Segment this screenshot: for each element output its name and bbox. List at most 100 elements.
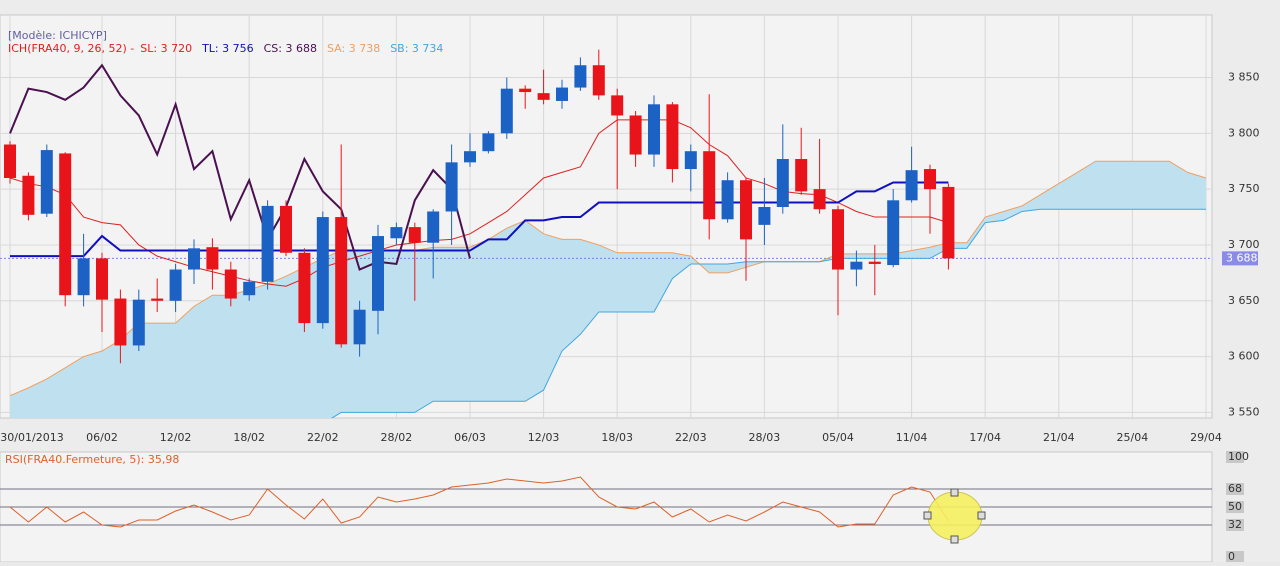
labels: 3 550 3 600 3 650 3 700 3 750 3 800 3 850 30/01… bbox=[0, 42, 1260, 563]
candle-body bbox=[335, 217, 348, 345]
y-tick-label: 3 600 bbox=[1228, 350, 1260, 363]
candle-body bbox=[795, 159, 808, 192]
candle-body bbox=[740, 180, 752, 240]
x-tick-label: 30/01/2013 bbox=[0, 431, 63, 444]
last-value-label: 3 688 bbox=[1226, 251, 1258, 264]
plot bbox=[0, 49, 1212, 418]
legend-entry: SB: 3 734 bbox=[390, 42, 443, 55]
handle[interactable] bbox=[977, 511, 986, 520]
x-tick-label: 25/04 bbox=[1117, 431, 1149, 444]
legend-entry: CS: 3 688 bbox=[264, 42, 317, 55]
candle-body bbox=[537, 93, 550, 100]
x-tick-label: 12/03 bbox=[528, 431, 560, 444]
handle[interactable] bbox=[923, 511, 932, 520]
candle-body bbox=[666, 104, 679, 170]
candle-body bbox=[648, 104, 660, 155]
candle-body bbox=[500, 88, 513, 134]
y-tick-label: 3 750 bbox=[1228, 182, 1260, 195]
indicator-line bbox=[9, 160, 1207, 397]
candle-body bbox=[629, 115, 642, 155]
x-tick-label: 18/03 bbox=[601, 431, 633, 444]
x-tick-label: 28/03 bbox=[749, 431, 781, 444]
candle-body bbox=[280, 205, 292, 253]
circle[interactable] bbox=[927, 491, 983, 541]
candle-body bbox=[151, 298, 164, 301]
x-tick-label: 22/02 bbox=[307, 431, 339, 444]
candle-body bbox=[243, 281, 256, 296]
candle-body bbox=[77, 258, 90, 296]
handle[interactable] bbox=[950, 535, 959, 544]
candle-body bbox=[850, 261, 863, 270]
candle-body bbox=[372, 236, 384, 311]
x-tick-label: 11/04 bbox=[896, 431, 928, 444]
candle-body bbox=[905, 170, 918, 201]
candle-body bbox=[298, 252, 311, 324]
candle-body bbox=[206, 247, 219, 270]
y-tick-label: 50 bbox=[1228, 500, 1242, 513]
candle-body bbox=[96, 258, 108, 300]
candle-body bbox=[611, 95, 624, 116]
candle-body bbox=[942, 186, 955, 259]
chart-subtitle: ICH(FRA40, 9, 26, 52) - bbox=[8, 42, 134, 55]
candle-body bbox=[813, 189, 826, 210]
candle-body bbox=[390, 227, 403, 239]
candle-body bbox=[868, 261, 881, 264]
candle-body bbox=[703, 151, 716, 220]
indicator-line bbox=[9, 63, 471, 271]
x-tick-label: 05/04 bbox=[822, 431, 854, 444]
legend-entry: SL: 3 720 bbox=[140, 42, 192, 55]
x-tick-label: 21/04 bbox=[1043, 431, 1075, 444]
y-tick-label: 100 bbox=[1228, 450, 1249, 463]
y-tick-box bbox=[1226, 501, 1244, 513]
candle-body bbox=[832, 209, 844, 270]
candle-body bbox=[132, 299, 145, 346]
x-tick-label: 28/02 bbox=[381, 431, 413, 444]
candle-body bbox=[519, 88, 532, 93]
candle-body bbox=[188, 248, 200, 270]
legend-entry: SA: 3 738 bbox=[327, 42, 380, 55]
y-tick-label: 3 650 bbox=[1228, 294, 1260, 307]
candle-body bbox=[224, 269, 237, 299]
rsi-line bbox=[9, 476, 949, 528]
handle[interactable] bbox=[950, 488, 959, 497]
x-tick-label: 12/02 bbox=[160, 431, 192, 444]
annotation-circle[interactable] bbox=[923, 488, 986, 544]
candle-body bbox=[776, 159, 789, 208]
candle-body bbox=[408, 227, 421, 243]
cloud bbox=[10, 161, 1206, 418]
y-tick-label: 3 800 bbox=[1228, 126, 1260, 139]
candle-body bbox=[684, 151, 697, 170]
candle-body bbox=[574, 65, 587, 88]
candle-body bbox=[40, 150, 53, 214]
x-tick-label: 17/04 bbox=[969, 431, 1001, 444]
y-tick-box bbox=[1226, 519, 1244, 531]
legend-entry: TL: 3 756 bbox=[201, 42, 254, 55]
candle-body bbox=[59, 153, 72, 296]
indicator-line bbox=[9, 119, 949, 287]
y-tick-box bbox=[1226, 551, 1244, 563]
candle-body bbox=[427, 211, 440, 243]
candle-body bbox=[4, 144, 16, 178]
x-tick-label: 06/02 bbox=[86, 431, 118, 444]
x-tick-label: 18/02 bbox=[233, 431, 265, 444]
chart-title: [Modèle: ICHICYP] bbox=[8, 29, 107, 42]
candle-body bbox=[169, 269, 182, 301]
indicator-line bbox=[10, 181, 949, 258]
rsi bbox=[0, 476, 1212, 528]
y-tick-label: 3 700 bbox=[1228, 238, 1260, 251]
candle-body bbox=[758, 207, 771, 225]
candle-body bbox=[721, 180, 734, 220]
last-value-box bbox=[1222, 251, 1258, 266]
candle-body bbox=[261, 205, 274, 282]
x-tick-label: 06/03 bbox=[454, 431, 486, 444]
x-tick-label: 29/04 bbox=[1190, 431, 1222, 444]
indicator-line bbox=[331, 208, 1206, 418]
candle-body bbox=[316, 217, 329, 324]
candle-body bbox=[353, 309, 366, 345]
y-tick-box bbox=[1226, 483, 1244, 495]
y-tick-label: 3 550 bbox=[1228, 405, 1260, 418]
candle-body bbox=[887, 200, 900, 266]
candle-body bbox=[592, 65, 605, 96]
